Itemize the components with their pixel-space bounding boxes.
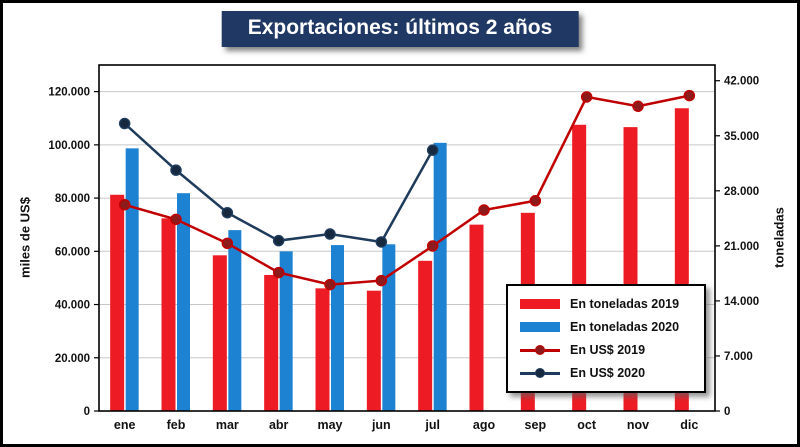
svg-text:abr: abr	[269, 418, 289, 432]
legend-bar-swatch-icon	[520, 321, 560, 333]
svg-text:oct: oct	[577, 418, 597, 432]
legend-item: En US$ 2019	[520, 343, 692, 357]
svg-text:ago: ago	[473, 418, 496, 432]
legend-item-label: En toneladas 2020	[570, 320, 680, 334]
legend-item-label: En US$ 2020	[570, 366, 646, 380]
right-axis-title: toneladas	[771, 207, 787, 268]
svg-text:dic: dic	[680, 418, 698, 432]
legend-bar-swatch-icon	[520, 298, 560, 310]
svg-text:jun: jun	[371, 418, 391, 432]
legend-line-swatch-icon	[520, 367, 560, 379]
svg-text:may: may	[317, 418, 342, 432]
legend-item-label: En US$ 2019	[570, 343, 646, 357]
svg-text:nov: nov	[627, 418, 649, 432]
legend-line-swatch-icon	[520, 344, 560, 356]
svg-text:0: 0	[84, 406, 90, 418]
svg-text:60.000: 60.000	[55, 246, 90, 258]
svg-text:120.000: 120.000	[48, 87, 90, 99]
svg-text:14.000: 14.000	[724, 296, 759, 308]
legend-item: En toneladas 2020	[520, 320, 692, 334]
legend-item: En US$ 2020	[520, 366, 692, 380]
chart-title: Exportaciones: últimos 2 años	[221, 11, 579, 47]
svg-text:jul: jul	[424, 418, 440, 432]
svg-text:80.000: 80.000	[55, 193, 90, 205]
svg-text:mar: mar	[216, 418, 239, 432]
legend-item: En toneladas 2019	[520, 297, 692, 311]
svg-text:100.000: 100.000	[48, 140, 90, 152]
svg-text:feb: feb	[167, 418, 186, 432]
svg-text:sep: sep	[525, 418, 547, 432]
chart-canvas: 0 20.000 40.000 60.000 80.000 100.000 120.000 0…	[48, 64, 759, 432]
svg-text:35.000: 35.000	[724, 131, 759, 143]
svg-text:40.000: 40.000	[55, 300, 90, 312]
svg-text:7.000: 7.000	[724, 351, 753, 363]
chart-legend: En toneladas 2019 En toneladas 2020 En US$…	[506, 284, 706, 393]
svg-text:28.000: 28.000	[724, 186, 759, 198]
svg-text:0: 0	[724, 406, 730, 418]
svg-text:21.000: 21.000	[724, 241, 759, 253]
svg-text:20.000: 20.000	[55, 353, 90, 365]
legend-item-label: En toneladas 2019	[570, 297, 680, 311]
svg-text:42.000: 42.000	[724, 76, 759, 88]
svg-text:ene: ene	[114, 418, 136, 432]
left-axis-title: miles de US$	[17, 197, 33, 278]
